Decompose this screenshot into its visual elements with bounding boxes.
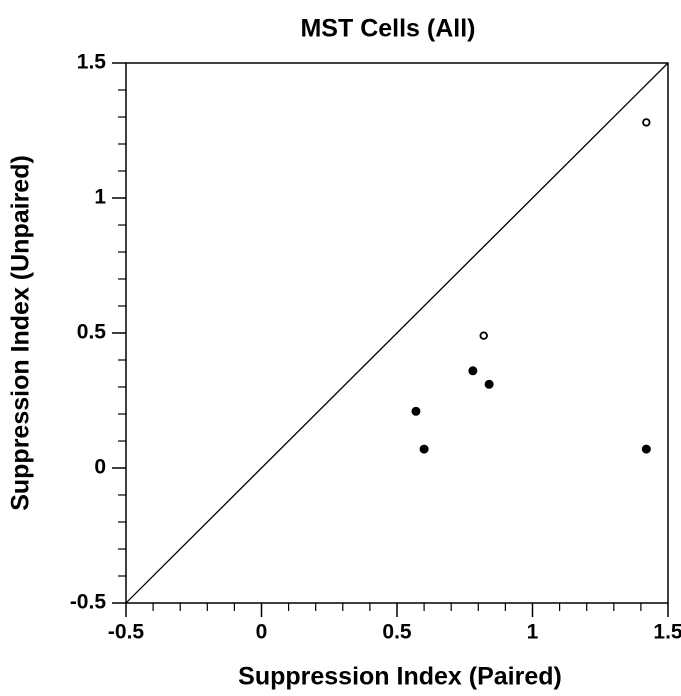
- point: [484, 379, 494, 389]
- x-axis-label: Suppression Index (Paired): [238, 663, 562, 691]
- x-tick-label: 0.5: [382, 621, 412, 644]
- point: [411, 406, 421, 416]
- y-tick-label: 0.5: [77, 321, 107, 344]
- y-tick-label: -0.5: [70, 591, 107, 614]
- point: [641, 444, 651, 454]
- y-tick-label: 0: [94, 456, 106, 479]
- y-tick-label: 1: [94, 186, 106, 209]
- point: [479, 331, 488, 340]
- identity-line: [125, 62, 669, 604]
- x-tick-label: 0: [256, 621, 268, 644]
- point: [468, 366, 478, 376]
- chart-title: MST Cells (All): [300, 15, 475, 43]
- y-axis-label: Suppression Index (Unpaired): [7, 155, 35, 511]
- x-tick-label: 1: [527, 621, 539, 644]
- x-tick-label: -0.5: [108, 621, 145, 644]
- point: [642, 118, 651, 127]
- x-tick-label: 1.5: [653, 621, 681, 644]
- y-tick-label: 1.5: [77, 51, 107, 74]
- point: [419, 444, 429, 454]
